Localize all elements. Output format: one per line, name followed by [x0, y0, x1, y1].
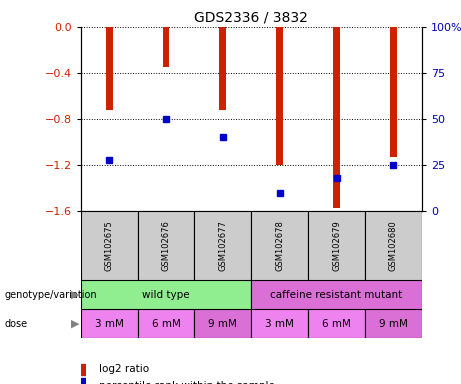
- Bar: [195, 309, 251, 338]
- Text: log2 ratio: log2 ratio: [99, 364, 149, 374]
- Text: GSM102679: GSM102679: [332, 220, 341, 271]
- Text: percentile rank within the sample: percentile rank within the sample: [99, 381, 275, 384]
- Bar: [219, 27, 226, 110]
- Bar: [365, 211, 422, 280]
- Text: 9 mM: 9 mM: [379, 318, 408, 329]
- Text: GSM102678: GSM102678: [275, 220, 284, 271]
- Bar: [195, 211, 251, 280]
- Bar: [81, 378, 86, 384]
- Bar: [308, 211, 365, 280]
- Text: 3 mM: 3 mM: [95, 318, 124, 329]
- Text: dose: dose: [5, 318, 28, 329]
- Bar: [163, 27, 169, 67]
- Text: 6 mM: 6 mM: [152, 318, 180, 329]
- Bar: [81, 280, 251, 309]
- Bar: [81, 211, 137, 280]
- Bar: [106, 27, 112, 110]
- Text: 9 mM: 9 mM: [208, 318, 237, 329]
- Bar: [251, 211, 308, 280]
- Bar: [365, 309, 422, 338]
- Text: ▶: ▶: [71, 290, 80, 300]
- Text: GSM102677: GSM102677: [219, 220, 227, 271]
- Bar: [276, 27, 283, 165]
- Bar: [81, 309, 137, 338]
- Text: caffeine resistant mutant: caffeine resistant mutant: [271, 290, 402, 300]
- Text: genotype/variation: genotype/variation: [5, 290, 97, 300]
- Title: GDS2336 / 3832: GDS2336 / 3832: [194, 10, 308, 24]
- Bar: [251, 309, 308, 338]
- Bar: [251, 280, 422, 309]
- Text: GSM102675: GSM102675: [105, 220, 113, 271]
- Text: 3 mM: 3 mM: [265, 318, 294, 329]
- Bar: [137, 211, 195, 280]
- Bar: [137, 309, 195, 338]
- Bar: [308, 309, 365, 338]
- Text: 6 mM: 6 mM: [322, 318, 351, 329]
- Text: ▶: ▶: [71, 318, 80, 329]
- Bar: [81, 364, 86, 375]
- Bar: [390, 27, 397, 157]
- Text: GSM102676: GSM102676: [161, 220, 171, 271]
- Text: GSM102680: GSM102680: [389, 220, 398, 271]
- Bar: [333, 27, 340, 208]
- Text: wild type: wild type: [142, 290, 190, 300]
